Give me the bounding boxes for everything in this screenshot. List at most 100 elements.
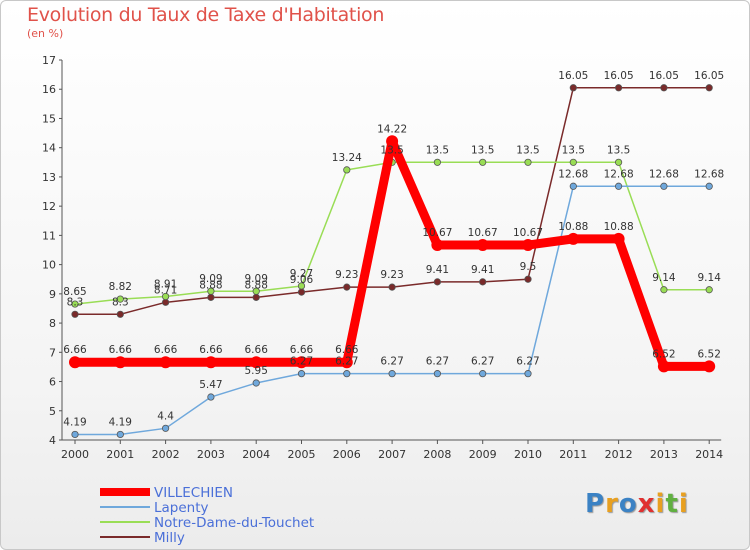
data-label: 8.71 xyxy=(154,284,177,296)
data-label: 8.3 xyxy=(67,296,84,308)
y-tick-label: 16 xyxy=(42,83,56,96)
data-label: 9.27 xyxy=(290,268,313,280)
data-label: 9.23 xyxy=(380,269,403,281)
data-label: 9.5 xyxy=(520,261,537,273)
data-label: 10.67 xyxy=(468,227,498,239)
data-point xyxy=(476,239,489,252)
data-label: 6.52 xyxy=(652,348,675,360)
x-tick-label: 2005 xyxy=(288,448,316,461)
data-point xyxy=(250,356,263,369)
data-point xyxy=(207,293,215,301)
data-point xyxy=(567,232,580,245)
data-label: 9.09 xyxy=(199,273,222,285)
logo-letter: r xyxy=(605,489,619,519)
y-tick-label: 11 xyxy=(42,229,56,242)
data-label: 9.14 xyxy=(652,272,676,284)
y-tick-label: 4 xyxy=(49,434,56,447)
data-point xyxy=(116,310,124,318)
chart-title: Evolution du Taux de Taxe d'Habitation xyxy=(27,4,385,26)
data-label: 10.67 xyxy=(422,227,452,239)
data-label: 6.66 xyxy=(290,344,314,356)
data-point xyxy=(524,158,532,166)
data-point xyxy=(114,356,127,369)
data-label: 9.06 xyxy=(290,274,314,286)
data-point xyxy=(69,356,81,369)
data-point xyxy=(252,293,260,301)
data-point xyxy=(569,158,577,166)
data-label: 13.5 xyxy=(380,144,403,156)
data-label: 13.24 xyxy=(332,152,362,164)
data-label: 5.95 xyxy=(245,365,268,377)
y-tick-label: 13 xyxy=(42,171,56,184)
data-point xyxy=(343,166,351,174)
y-tick-label: 9 xyxy=(49,288,56,301)
data-point xyxy=(388,370,396,378)
data-point xyxy=(162,292,170,301)
data-point xyxy=(705,286,713,294)
y-tick-label: 6 xyxy=(49,376,56,389)
data-point xyxy=(340,356,353,369)
data-point xyxy=(431,239,444,252)
data-label: 6.66 xyxy=(63,344,87,356)
legend-label: Lapenty xyxy=(154,500,209,516)
logo-letter: i xyxy=(678,489,689,519)
data-point xyxy=(388,283,396,291)
data-point xyxy=(297,282,306,290)
data-point xyxy=(705,182,713,190)
data-label: 8.91 xyxy=(154,278,177,290)
logo-letter: P xyxy=(585,489,606,519)
data-label: 14.22 xyxy=(377,123,407,135)
x-tick-label: 2014 xyxy=(695,448,723,461)
data-point xyxy=(343,283,351,291)
x-tick-label: 2004 xyxy=(242,448,270,461)
data-point xyxy=(343,370,351,378)
data-label: 4.4 xyxy=(157,410,174,422)
x-tick-label: 2001 xyxy=(106,448,134,461)
data-label: 6.27 xyxy=(335,356,358,368)
data-point xyxy=(479,370,487,378)
data-point xyxy=(524,370,532,378)
y-tick-label: 17 xyxy=(42,54,56,67)
data-point xyxy=(162,424,170,432)
data-point xyxy=(569,84,577,92)
data-label: 16.05 xyxy=(558,70,588,82)
data-label: 6.66 xyxy=(199,344,223,356)
data-label: 12.68 xyxy=(604,168,634,180)
x-tick-label: 2013 xyxy=(650,448,678,461)
data-point xyxy=(252,379,260,387)
data-label: 6.27 xyxy=(471,356,494,368)
data-label: 6.52 xyxy=(698,348,721,360)
data-label: 13.5 xyxy=(516,144,539,156)
data-label: 12.68 xyxy=(649,168,679,180)
data-label: 16.05 xyxy=(694,70,724,82)
data-label: 8.88 xyxy=(199,279,222,291)
data-point xyxy=(433,278,441,286)
y-tick-label: 12 xyxy=(42,200,56,213)
data-point xyxy=(71,430,79,439)
logo-letter: i xyxy=(655,489,666,519)
data-label: 10.88 xyxy=(558,221,588,233)
data-label: 9.14 xyxy=(698,272,722,284)
data-point xyxy=(612,232,625,245)
data-label: 16.05 xyxy=(604,70,634,82)
data-point xyxy=(386,135,399,148)
data-point xyxy=(297,288,306,296)
data-point xyxy=(433,370,441,378)
data-label: 8.88 xyxy=(245,279,268,291)
data-label: 5.47 xyxy=(199,379,222,391)
data-point xyxy=(703,360,716,373)
data-point xyxy=(252,287,260,295)
data-point xyxy=(297,370,306,378)
logo-letter: o xyxy=(618,489,638,519)
data-label: 6.66 xyxy=(109,344,133,356)
y-tick-label: 7 xyxy=(49,346,56,359)
data-label: 12.68 xyxy=(694,168,724,180)
data-label: 12.68 xyxy=(558,168,588,180)
data-label: 8.82 xyxy=(109,281,132,293)
chart-subtitle: (en %) xyxy=(27,27,64,40)
data-point xyxy=(660,182,668,190)
y-tick-label: 8 xyxy=(49,317,56,330)
data-point xyxy=(657,360,670,373)
